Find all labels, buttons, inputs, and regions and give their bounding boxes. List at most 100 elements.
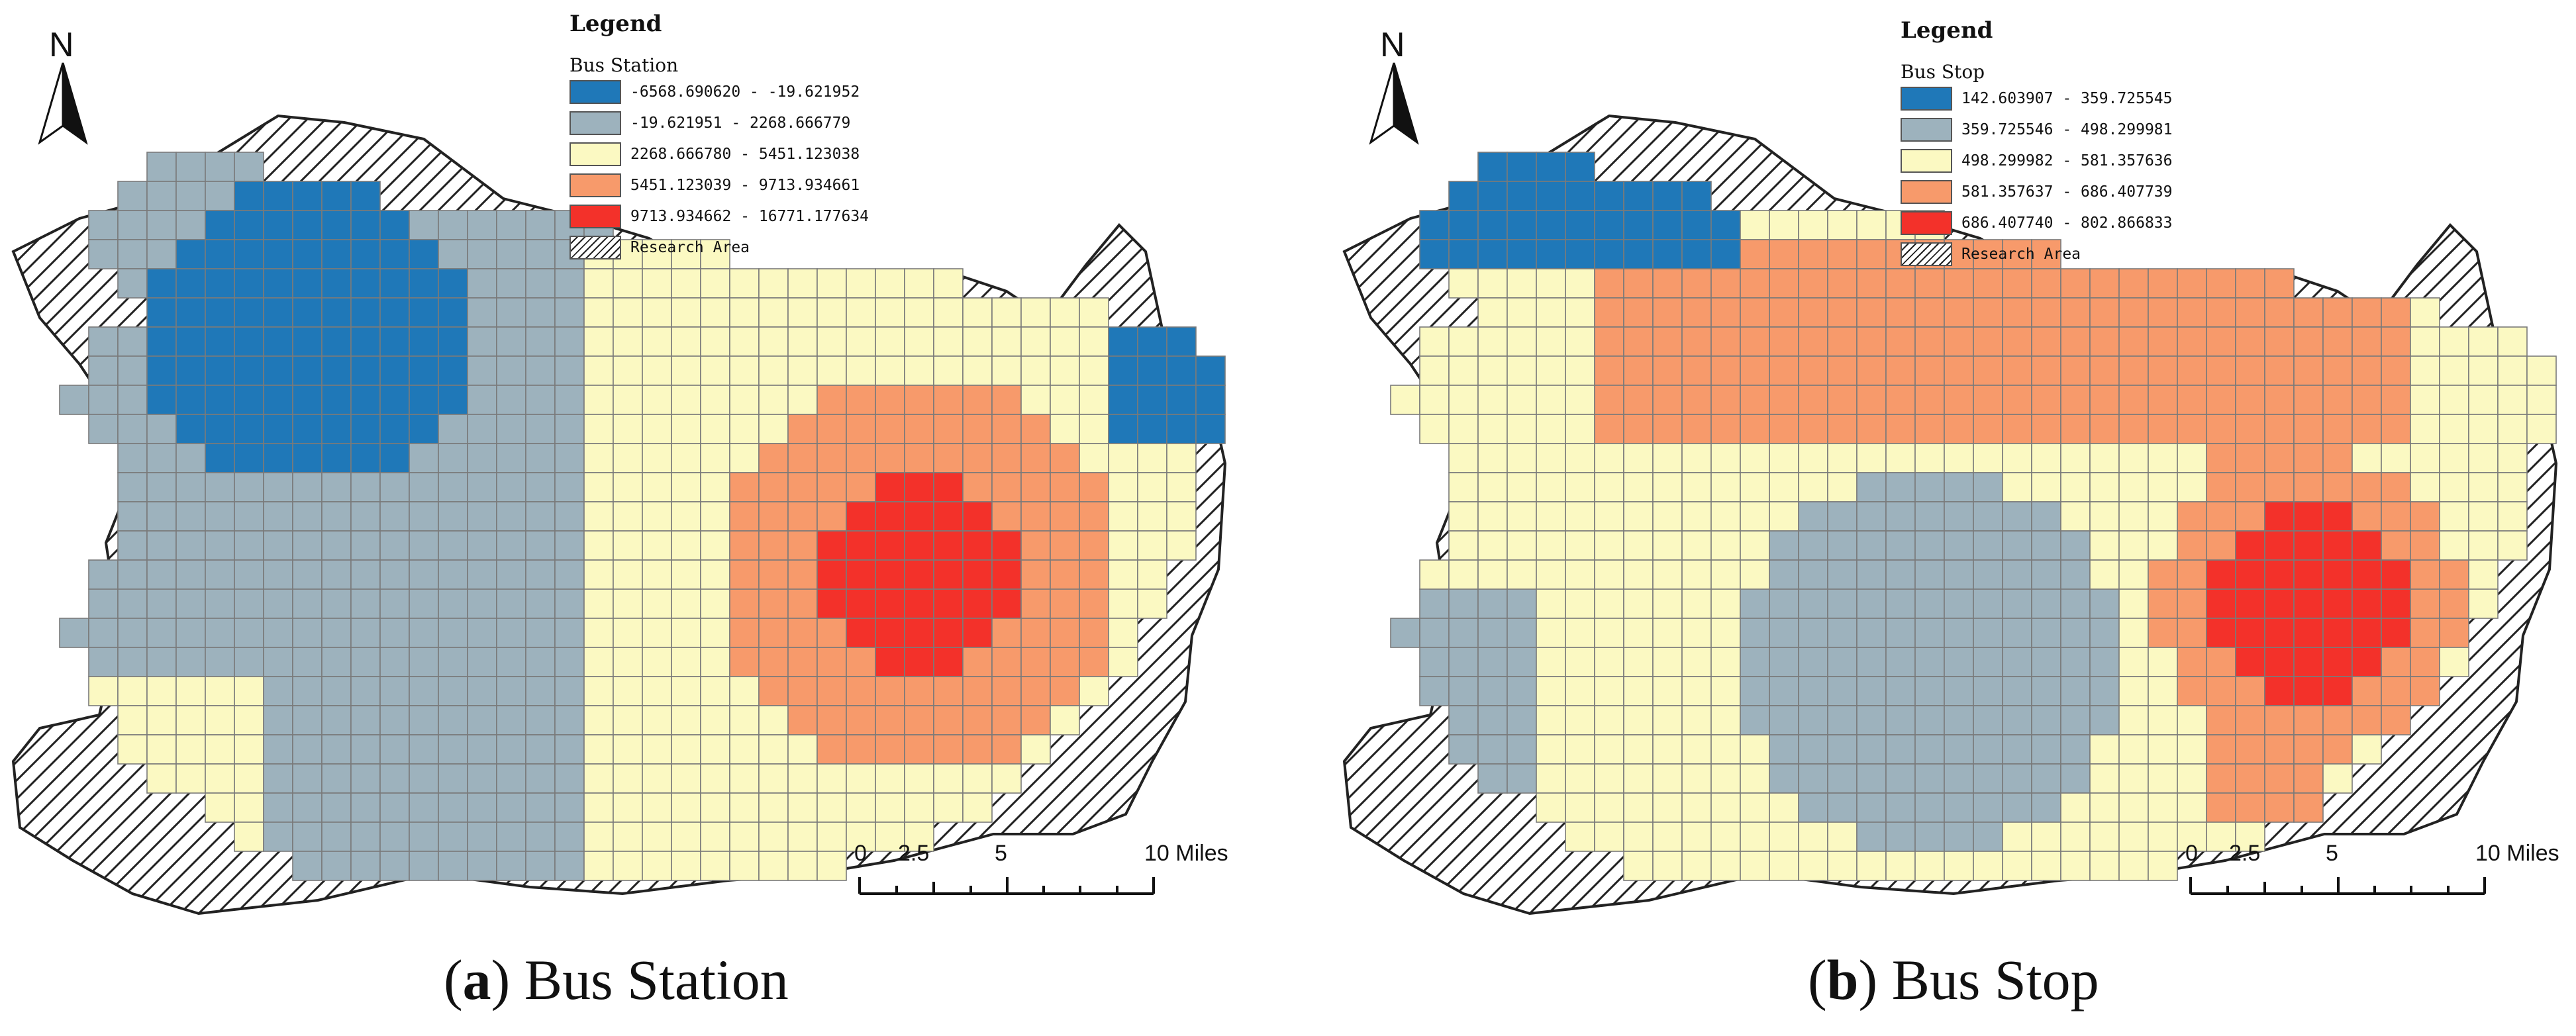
grid-cell (671, 559, 701, 590)
bus-stop-map (1342, 62, 2558, 916)
grid-cell (904, 385, 934, 415)
grid-cell (2468, 589, 2499, 619)
grid-cell (875, 734, 905, 765)
grid-cell (292, 618, 322, 648)
grid-cell (729, 268, 760, 299)
grid-cell (613, 822, 643, 852)
grid-cell (1477, 647, 1508, 677)
grid-cell (817, 792, 847, 823)
grid-cell (1944, 501, 1974, 532)
grid-cell (2322, 297, 2353, 328)
grid-cell (933, 326, 964, 357)
grid-cell (438, 705, 468, 735)
grid-cell (2206, 705, 2236, 735)
grid-cell (438, 414, 468, 444)
grid-cell (554, 297, 585, 328)
scale-label-0: 0 (2185, 841, 2198, 866)
grid-cell (1166, 355, 1197, 386)
grid-cell (205, 239, 235, 269)
grid-cell (2381, 530, 2411, 561)
grid-cell (234, 152, 264, 182)
grid-cell (2468, 501, 2499, 532)
grid-cell (1944, 472, 1974, 502)
grid-cell (1623, 705, 1654, 735)
grid-cell (2089, 647, 2120, 677)
grid-cell (205, 734, 235, 765)
grid-cell (1050, 326, 1080, 357)
grid-cell (525, 326, 556, 357)
grid-cell (2264, 472, 2295, 502)
grid-cell (1477, 181, 1508, 211)
scale-label-2-5: 2.5 (898, 841, 930, 866)
grid-cell (205, 385, 235, 415)
grid-cell (2089, 705, 2120, 735)
grid-cell (1166, 472, 1197, 502)
grid-cell (1740, 443, 1770, 473)
grid-cell (671, 501, 701, 532)
grid-cell (2264, 326, 2295, 357)
grid-cell (2235, 530, 2265, 561)
grid-cell (1856, 792, 1887, 823)
grid-cell (933, 705, 964, 735)
grid-cell (2381, 559, 2411, 590)
grid-cell (2381, 676, 2411, 706)
grid-cell (1652, 618, 1683, 648)
grid-cell (1652, 530, 1683, 561)
grid-cell (321, 676, 352, 706)
grid-cell (292, 385, 322, 415)
grid-cell (2206, 792, 2236, 823)
scale-label-10-miles: 10 Miles (1144, 841, 1228, 866)
grid-cell (671, 385, 701, 415)
grid-cell (409, 355, 439, 386)
grid-cell (2002, 326, 2032, 357)
grid-cell (379, 501, 410, 532)
grid-cell (642, 297, 672, 328)
grid-cell (875, 297, 905, 328)
grid-cell (1477, 210, 1508, 240)
grid-cell (671, 414, 701, 444)
grid-cell (1195, 355, 1226, 386)
grid-cell (671, 297, 701, 328)
grid-cell (2148, 530, 2178, 561)
grid-cell (583, 618, 614, 648)
grid-cell (2206, 530, 2236, 561)
grid-cell (1681, 326, 1712, 357)
grid-cell (613, 414, 643, 444)
grid-cell (2410, 414, 2440, 444)
grid-cell (1681, 181, 1712, 211)
grid-cell (1914, 326, 1945, 357)
grid-cell (263, 676, 293, 706)
grid-cell (583, 676, 614, 706)
grid-cell (1769, 559, 1799, 590)
grid-cell (583, 297, 614, 328)
grid-cell (117, 443, 148, 473)
grid-cell (467, 763, 497, 794)
grid-cell (933, 763, 964, 794)
grid-cell (234, 618, 264, 648)
grid-cell (2118, 501, 2149, 532)
grid-cell (1565, 297, 1595, 328)
grid-cell (1623, 326, 1654, 357)
grid-cell (642, 589, 672, 619)
grid-cell (729, 501, 760, 532)
grid-cell (2148, 268, 2178, 299)
grid-cell (2118, 385, 2149, 415)
grid-cell (2177, 618, 2207, 648)
grid-cell (525, 239, 556, 269)
grid-cell (175, 559, 206, 590)
grid-cell (1419, 414, 1450, 444)
grid-cell (2381, 705, 2411, 735)
grid-cell (175, 472, 206, 502)
grid-cell (1594, 676, 1624, 706)
grid-cell (2497, 326, 2528, 357)
grid-cell (2322, 647, 2353, 677)
grid-cell (729, 822, 760, 852)
grid-cell (263, 472, 293, 502)
grid-cell (1652, 676, 1683, 706)
grid-cell (1856, 559, 1887, 590)
grid-cell (234, 181, 264, 211)
grid-cell (1652, 792, 1683, 823)
grid-cell (2148, 676, 2178, 706)
grid-cell (2206, 647, 2236, 677)
grid-cell (2089, 443, 2120, 473)
